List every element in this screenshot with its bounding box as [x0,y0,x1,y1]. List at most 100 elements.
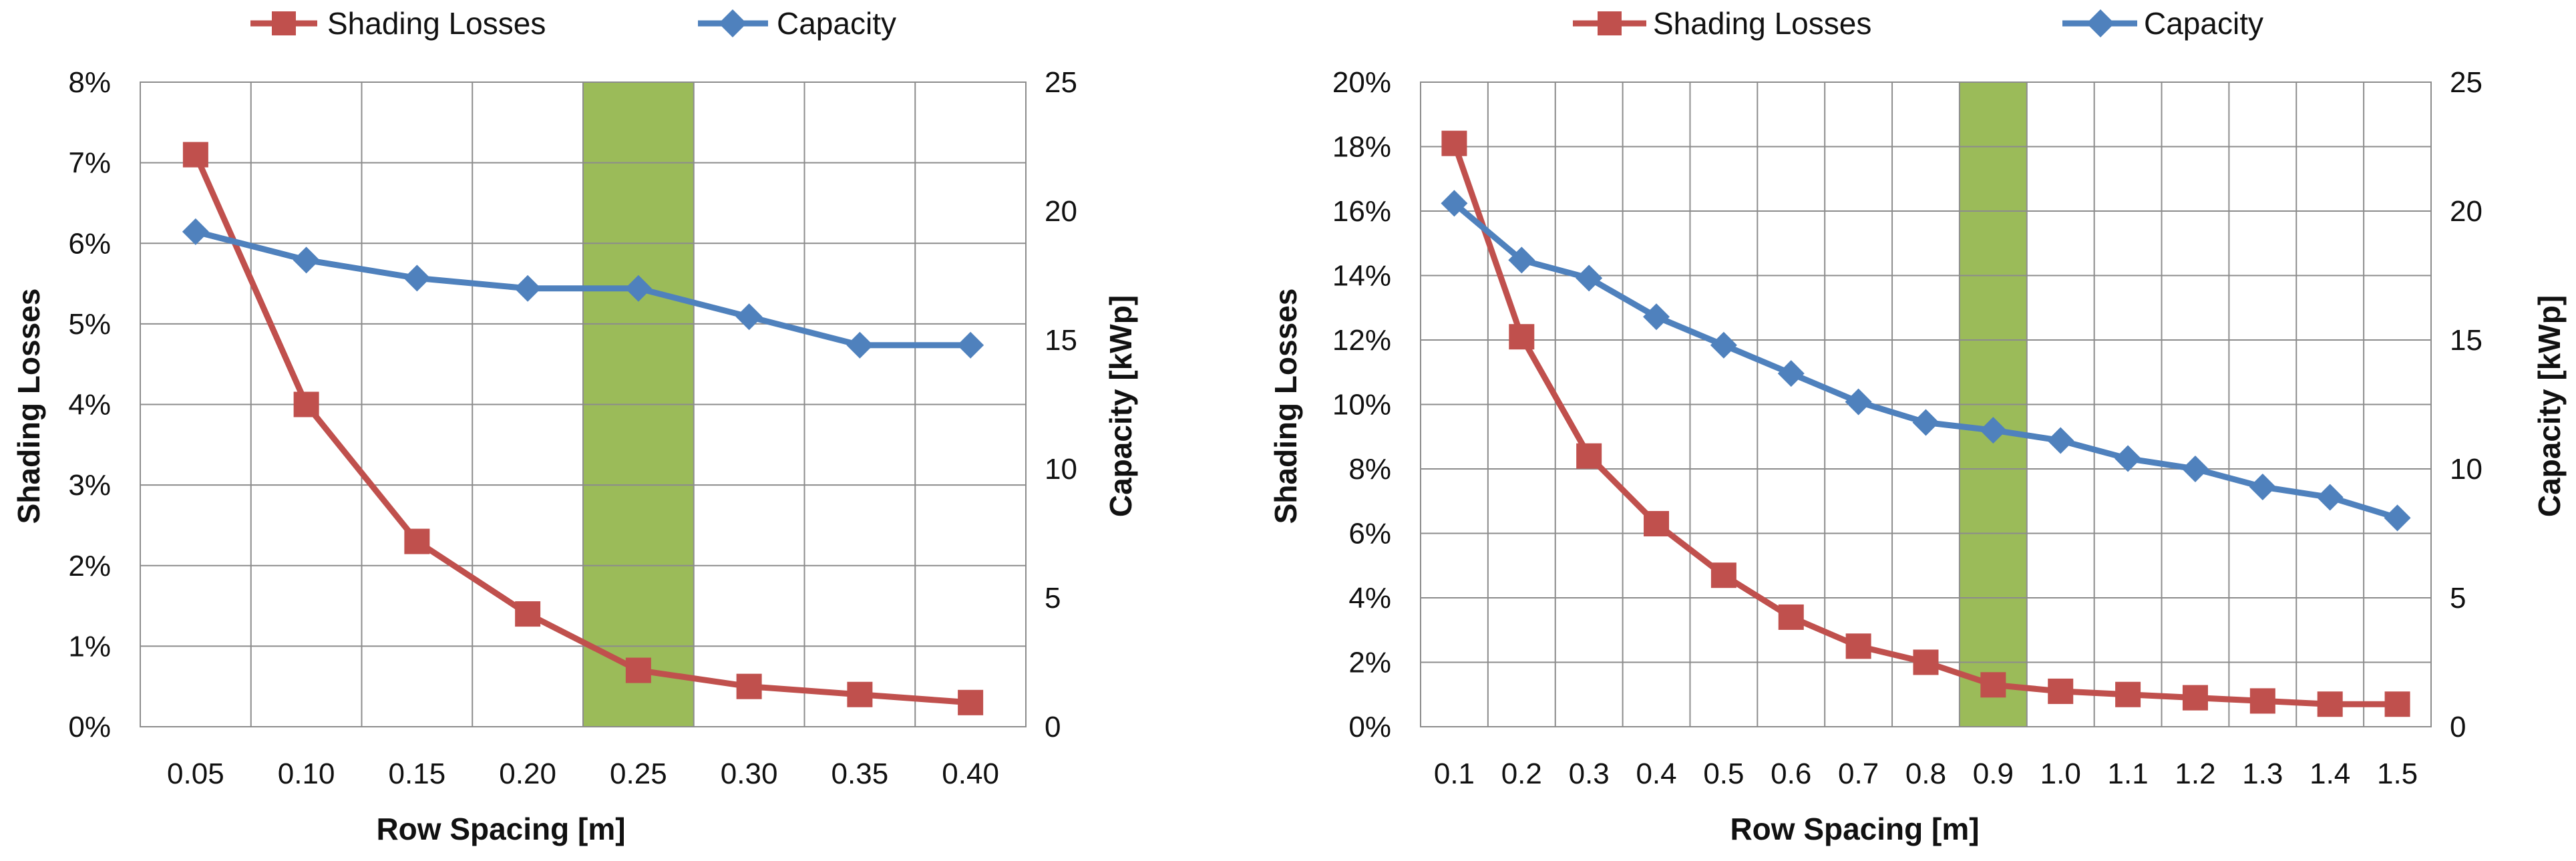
y-axis-title-right: Shading Losses [1268,289,1303,524]
x-tick-label: 0.05 [167,757,224,790]
y-tick-label: 0% [68,711,111,743]
capacity-point [2114,445,2142,472]
x-tick-label: 0.10 [278,757,335,790]
x-tick-label: 0.4 [1636,757,1676,790]
shading-point [1644,511,1670,537]
y-tick-label: 18% [1332,131,1391,164]
y-tick-label: 5% [68,308,111,341]
capacity-point [293,246,320,274]
y-tick-label: 12% [1332,324,1391,357]
y-tick-label: 4% [68,389,111,421]
y2-tick-label: 20 [2450,195,2482,228]
y-tick-label: 3% [68,469,111,502]
shading-point [1509,324,1535,350]
capacity-point [1845,388,1872,415]
x-tick-label: 0.20 [499,757,556,790]
x-tick-label: 0.25 [610,757,667,790]
shading-point [847,681,873,707]
y-tick-label: 6% [68,227,111,260]
y2-tick-label: 0 [1045,711,1061,743]
capacity-point [957,331,984,359]
capacity-point [1643,303,1670,331]
shading-point [515,601,541,627]
y-tick-label: 8% [68,66,111,99]
shading-point [2249,688,2275,714]
right-chart: 0%2%4%6%8%10%12%14%16%18%20% 0510152025 … [1268,66,2567,846]
shading-point [1980,672,2006,698]
shading-point [1710,562,1736,588]
capacity-point [2181,456,2209,482]
shading-point [182,142,208,168]
legend-shading-label-right: Shading Losses [1653,6,1871,41]
x-tick-label: 0.2 [1501,757,1542,790]
x-axis-title-left: Row Spacing [m] [376,812,625,846]
y-tick-label: 10% [1332,389,1391,421]
y-tick-label: 2% [68,550,111,582]
capacity-line-right [1452,200,2398,521]
shading-point [1441,130,1467,156]
y2-axis-title-left: Capacity [kWp] [1103,295,1138,517]
x-tick-label: 0.1 [1434,757,1475,790]
shading-point [2115,681,2141,707]
capacity-point [846,331,874,359]
x-tick-label: 0.7 [1838,757,1879,790]
plot-border [1420,81,2432,727]
capacity-point [735,303,763,331]
y2-tick-label: 15 [1045,324,1077,357]
legend-capacity-label-left: Capacity [777,6,896,41]
shading-point [625,657,651,683]
capacity-point [1912,409,1940,436]
x-tick-label: 1.5 [2377,757,2418,790]
y-tick-label: 4% [1348,582,1391,615]
capacity-point [1508,246,1535,274]
x-tick-label: 0.9 [1973,757,2014,790]
x-tick-label: 1.4 [2310,757,2350,790]
capacity-point [624,275,652,302]
capacity-line-left [194,228,971,349]
y-axis-title-left: Shading Losses [11,289,46,524]
legend-capacity-marker-left [719,9,747,37]
x-tick-label: 0.30 [721,757,778,790]
y-tick-label: 1% [68,630,111,663]
shading-point [1576,443,1602,469]
y-tick-label: 6% [1348,518,1391,550]
shading-point [2384,691,2410,717]
x-tick-label: 0.35 [832,757,889,790]
x-tick-label: 1.0 [2040,757,2081,790]
y2-axis-title-right: Capacity [kWp] [2532,295,2567,517]
shading-point [293,391,319,417]
y-tick-label: 20% [1332,66,1391,99]
capacity-point [1576,265,1603,292]
capacity-point [2384,504,2411,532]
x-tick-label: 0.3 [1569,757,1610,790]
shading-line-left [192,153,971,706]
capacity-point [403,265,431,292]
legend-capacity-marker-right [2086,9,2114,37]
plot-border [140,81,1027,727]
legend-capacity-label-right: Capacity [2144,6,2263,41]
x-tick-label: 1.3 [2242,757,2283,790]
shading-point [1845,633,1871,659]
y2-tick-label: 5 [2450,582,2466,615]
y-tick-label: 16% [1332,195,1391,228]
y-tick-label: 14% [1332,260,1391,293]
x-tick-label: 0.6 [1771,757,1811,790]
capacity-point [1777,360,1805,387]
capacity-point [2047,427,2074,454]
legend-shading-marker-right [1598,11,1622,35]
x-tick-label: 0.40 [942,757,999,790]
shading-point [958,689,984,715]
capacity-point [1710,331,1737,359]
y-tick-label: 7% [68,147,111,180]
capacity-point [514,275,542,302]
shading-point [2048,678,2074,704]
y2-tick-label: 10 [1045,453,1077,486]
legend-left: Shading Losses Capacity [250,6,896,41]
capacity-point [2316,484,2344,511]
y2-tick-label: 15 [2450,324,2482,357]
y2-tick-label: 0 [2450,711,2466,743]
y2-tick-label: 25 [2450,66,2482,99]
left-chart: 0% 1% 2% 3% 4% 5% 6% 7% 8% 0 5 10 15 20 25 0.05 0.10 0.… [11,66,1138,846]
x-tick-label: 0.8 [1905,757,1946,790]
